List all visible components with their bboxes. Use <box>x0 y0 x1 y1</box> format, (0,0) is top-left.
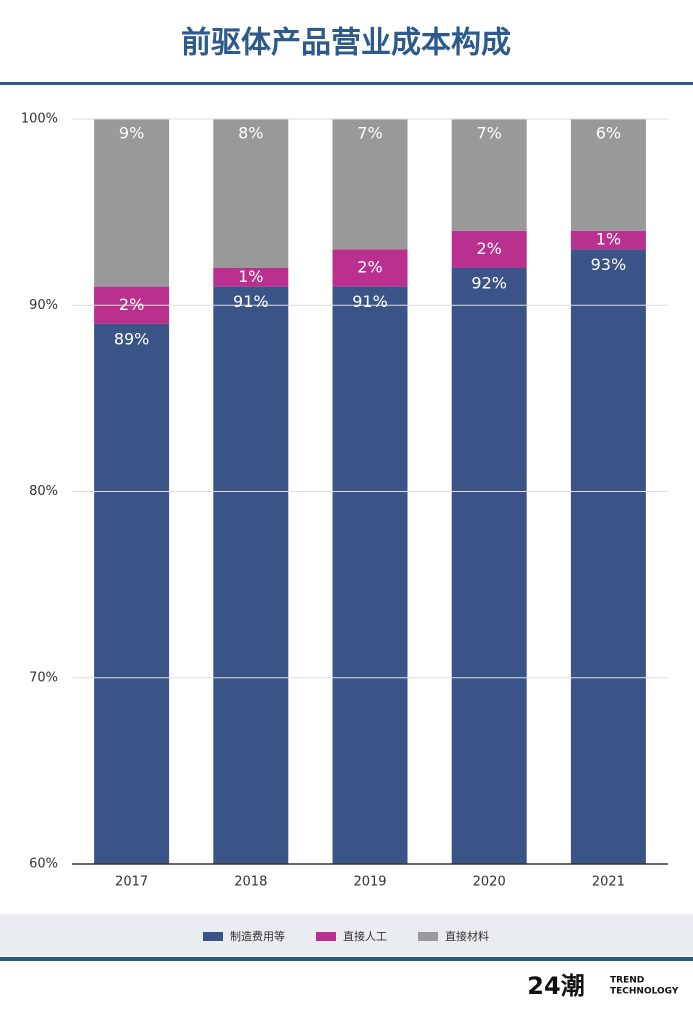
y-tick-label: 90% <box>29 298 58 313</box>
logo-text: TREND <box>610 976 644 986</box>
data-label: 6% <box>596 124 621 143</box>
legend-swatch <box>203 932 223 941</box>
legend-band <box>0 914 693 956</box>
bar-segment <box>213 119 289 268</box>
bar-segment <box>451 119 527 231</box>
y-tick-label: 100% <box>21 112 58 127</box>
logo-mark: 24潮 <box>527 972 584 1000</box>
data-label: 7% <box>477 124 502 143</box>
bar-segment <box>332 119 408 250</box>
y-tick-label: 80% <box>29 484 58 499</box>
bar-segment <box>94 119 170 287</box>
bar-segment <box>570 119 646 231</box>
footer-rule <box>0 957 693 961</box>
x-tick-label: 2020 <box>473 875 506 890</box>
x-tick-label: 2021 <box>592 875 625 890</box>
x-tick-label: 2018 <box>234 875 267 890</box>
data-label: 8% <box>238 124 263 143</box>
data-label: 1% <box>596 230 621 249</box>
legend-label: 直接材料 <box>445 929 489 943</box>
legend-swatch <box>418 932 438 941</box>
bar-segment <box>570 249 646 864</box>
legend-label: 直接人工 <box>343 929 387 943</box>
data-label: 93% <box>591 255 627 274</box>
data-label: 2% <box>357 258 382 277</box>
data-label: 92% <box>471 274 507 293</box>
y-tick-label: 70% <box>29 670 58 685</box>
data-label: 2% <box>119 295 144 314</box>
legend-label: 制造费用等 <box>230 929 285 943</box>
bar-segment <box>213 268 289 287</box>
chart-title: 前驱体产品营业成本构成 <box>181 26 511 61</box>
data-label: 91% <box>352 292 388 311</box>
bar-segment <box>570 230 646 250</box>
y-tick-label: 60% <box>29 857 58 872</box>
x-tick-label: 2017 <box>115 875 148 890</box>
data-label: 2% <box>477 239 502 258</box>
plot <box>94 119 646 864</box>
logo-text: TECHNOLOGY <box>610 987 679 997</box>
title-rule <box>0 82 693 85</box>
data-label: 1% <box>238 267 263 286</box>
bar-segment <box>332 249 408 287</box>
data-label: 7% <box>357 124 382 143</box>
legend-swatch <box>316 932 336 941</box>
bar-segment <box>94 323 170 864</box>
bar-segment <box>451 268 527 864</box>
bar-segment <box>451 230 527 268</box>
data-label: 91% <box>233 292 269 311</box>
x-tick-label: 2019 <box>353 875 386 890</box>
data-label: 89% <box>114 329 150 348</box>
data-label: 9% <box>119 124 144 143</box>
bar-segment <box>332 286 408 864</box>
bar-segment <box>213 286 289 864</box>
